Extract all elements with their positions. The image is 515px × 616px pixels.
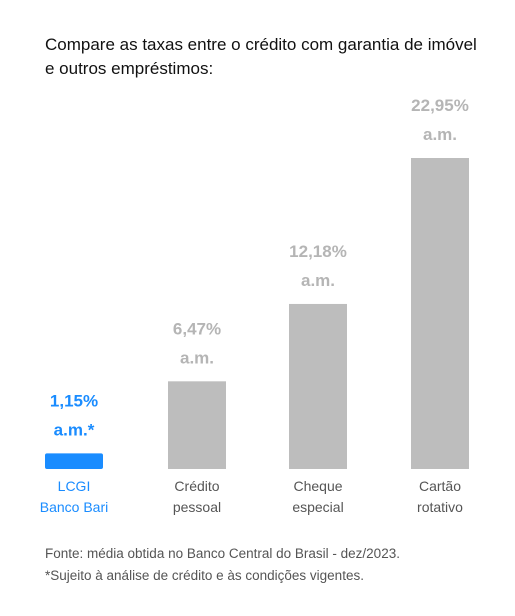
bar — [45, 453, 103, 469]
category-label: LCGI — [58, 478, 91, 494]
category-label: pessoal — [173, 499, 221, 515]
category-label: Banco Bari — [40, 499, 108, 515]
bar-group: 12,18% a.m. Cheque especial — [289, 242, 347, 515]
bar-group: 6,47% a.m. Crédito pessoal — [168, 319, 226, 515]
bar-group: 1,15% a.m.* LCGI Banco Bari — [40, 391, 108, 515]
value-label: 22,95% — [411, 96, 469, 115]
bar — [411, 158, 469, 469]
category-label: Crédito — [174, 478, 219, 494]
chart-title: Compare as taxas entre o crédito com gar… — [45, 35, 477, 78]
disclaimer-note: *Sujeito à análise de crédito e às condi… — [45, 568, 364, 583]
value-label: 6,47% — [173, 319, 221, 338]
chart-footer: Fonte: média obtida no Banco Central do … — [45, 543, 495, 587]
bar — [168, 381, 226, 469]
value-label: a.m.* — [54, 420, 95, 439]
value-label: a.m. — [180, 348, 214, 367]
value-label: 1,15% — [50, 391, 98, 410]
category-label: rotativo — [417, 499, 463, 515]
value-label: 12,18% — [289, 242, 347, 261]
category-label: Cartão — [419, 478, 461, 494]
source-note: Fonte: média obtida no Banco Central do … — [45, 546, 400, 561]
value-label: a.m. — [423, 125, 457, 144]
category-label: especial — [292, 499, 343, 515]
bar-group: 22,95% a.m. Cartão rotativo — [411, 96, 469, 515]
value-label: a.m. — [301, 271, 335, 290]
rate-comparison-bar-chart: 1,15% a.m.* LCGI Banco Bari 6,47% a.m. Crédito… — [40, 96, 469, 515]
category-label: Cheque — [293, 478, 342, 494]
bar — [289, 303, 347, 469]
